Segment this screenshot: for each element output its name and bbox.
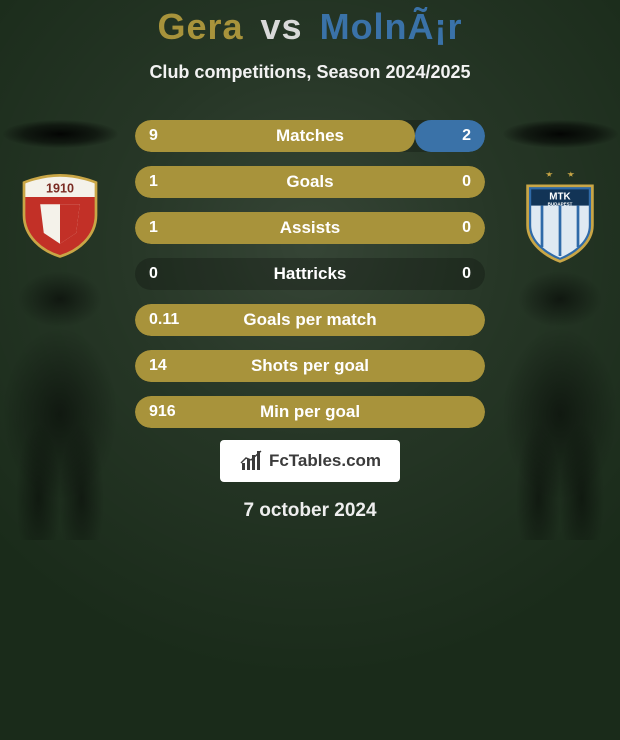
subtitle: Club competitions, Season 2024/2025 bbox=[0, 62, 620, 83]
right-side: MTK BUDAPEST bbox=[500, 120, 620, 260]
bar-value-left: 916 bbox=[149, 403, 176, 421]
player-silhouette-left bbox=[0, 260, 150, 540]
brand-badge: FcTables.com bbox=[220, 440, 400, 482]
bar-row: Assists1 0 bbox=[135, 212, 485, 244]
bar-value-left: 0.11 bbox=[149, 311, 179, 329]
bar-label: Assists bbox=[135, 218, 485, 238]
shield-icon: 1910 bbox=[15, 170, 105, 260]
bar-label: Min per goal bbox=[135, 402, 485, 422]
bar-value-right: 2 bbox=[462, 127, 471, 145]
left-side: 1910 bbox=[0, 120, 120, 260]
bar-label: Goals per match bbox=[135, 310, 485, 330]
crest-right: MTK BUDAPEST bbox=[515, 170, 605, 260]
bar-value-left: 1 bbox=[149, 173, 158, 191]
player2-name: MolnÃ¡r bbox=[320, 6, 463, 47]
chart-icon bbox=[239, 449, 263, 473]
bar-label: Matches bbox=[135, 126, 485, 146]
bar-label: Shots per goal bbox=[135, 356, 485, 376]
bar-label: Hattricks bbox=[135, 264, 485, 284]
bar-row: Shots per goal14 bbox=[135, 350, 485, 382]
bar-row: Min per goal916 bbox=[135, 396, 485, 428]
crest-year: 1910 bbox=[46, 182, 74, 196]
bar-value-right: 0 bbox=[462, 173, 471, 191]
bar-row: Matches9 2 bbox=[135, 120, 485, 152]
shield-icon: MTK BUDAPEST bbox=[515, 166, 605, 265]
bar-value-right: 0 bbox=[462, 219, 471, 237]
shadow-ellipse-left bbox=[3, 120, 118, 148]
player-silhouette-right bbox=[470, 260, 620, 540]
bar-value-left: 9 bbox=[149, 127, 158, 145]
bar-row: Goals per match0.11 bbox=[135, 304, 485, 336]
brand-text: FcTables.com bbox=[269, 451, 381, 471]
crest-left: 1910 bbox=[15, 170, 105, 260]
bar-value-left: 14 bbox=[149, 357, 167, 375]
crest-text-top: MTK bbox=[549, 191, 571, 202]
shadow-ellipse-right bbox=[503, 120, 618, 148]
bar-value-left: 0 bbox=[149, 265, 158, 283]
comparison-bars: Matches92Goals10Assists10Hattricks00Goal… bbox=[135, 120, 485, 428]
bar-row: Goals1 0 bbox=[135, 166, 485, 198]
vs-text: vs bbox=[255, 6, 309, 47]
bar-row: Hattricks0 0 bbox=[135, 258, 485, 290]
player1-name: Gera bbox=[157, 6, 243, 47]
bar-label: Goals bbox=[135, 172, 485, 192]
date-text: 7 october 2024 bbox=[0, 500, 620, 522]
bar-value-left: 1 bbox=[149, 219, 158, 237]
page-title: Gera vs MolnÃ¡r bbox=[0, 6, 620, 48]
bar-value-right: 0 bbox=[462, 265, 471, 283]
